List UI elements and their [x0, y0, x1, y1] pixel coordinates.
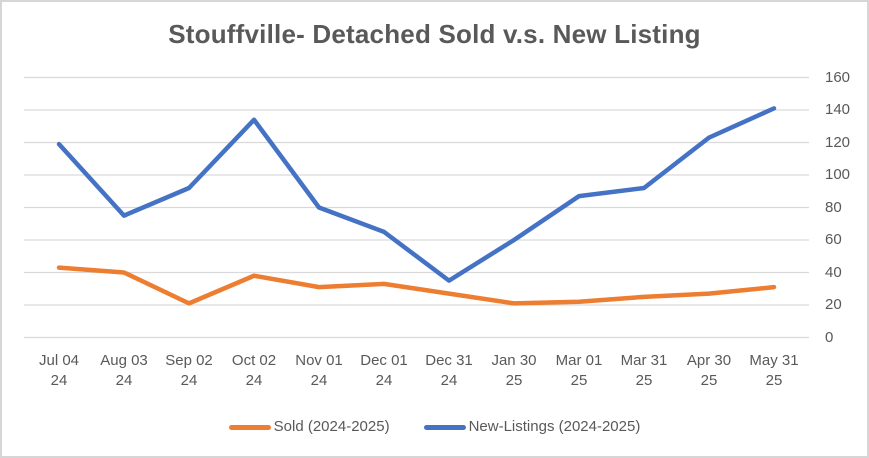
- y-tick-label-20: 20: [825, 296, 842, 313]
- x-tick-label-mar-01: Mar 01 25: [546, 351, 612, 391]
- x-tick-line2: 24: [115, 372, 133, 389]
- y-tick-label-140: 140: [825, 101, 851, 118]
- legend-label-new-listings-2024-2025: New-Listings (2024-2025): [468, 418, 641, 435]
- x-tick-line1: Mar 31: [620, 352, 668, 369]
- x-tick-label-aug-03: Aug 03 24: [91, 351, 157, 391]
- x-tick-line2: 25: [505, 372, 523, 389]
- legend-swatch-new-listings-2024-2025: [423, 424, 466, 430]
- x-tick-line2: 25: [635, 372, 653, 389]
- x-tick-label-nov-01: Nov 01 24: [286, 351, 352, 391]
- x-tick-label-may-31: May 31 25: [741, 351, 807, 391]
- x-tick-label-apr-30: Apr 30 25: [676, 351, 742, 391]
- y-tick-label-40: 40: [825, 263, 842, 281]
- x-tick-line2: 24: [180, 372, 198, 389]
- legend: Sold (2024-2025) New-Listings (2024-2025): [2, 416, 867, 438]
- y-tick-label-120: 120: [825, 133, 851, 151]
- y-tick-label-80: 80: [825, 198, 842, 216]
- series-line-new-listings-2024-2025: [56, 106, 777, 283]
- legend-item-sold-2024-2025: Sold (2024-2025): [228, 416, 390, 438]
- series-line-sold-2024-2025: [56, 265, 777, 306]
- x-tick-line1: Dec 01: [360, 352, 408, 369]
- x-tick-label-jan-30: Jan 30 25: [481, 351, 547, 391]
- x-tick-label-oct-02: Oct 02 24: [221, 351, 287, 391]
- x-tick-line2: 24: [50, 372, 68, 389]
- x-tick-line2: 24: [375, 372, 393, 389]
- legend-item-new-listings-2024-2025: New-Listings (2024-2025): [423, 416, 641, 438]
- y-tick-label-0: 0: [825, 328, 834, 346]
- x-tick-line2: 25: [700, 372, 718, 389]
- x-tick-label-dec-01: Dec 01 24: [351, 351, 417, 391]
- x-tick-line2: 24: [310, 372, 328, 389]
- legend-swatch-sold-2024-2025: [228, 424, 271, 430]
- x-tick-line2: 24: [440, 372, 458, 389]
- x-tick-line2: 25: [765, 372, 783, 389]
- x-tick-line1: Nov 01: [295, 352, 343, 369]
- legend-label-sold-2024-2025: Sold (2024-2025): [273, 418, 390, 435]
- x-tick-label-dec-31: Dec 31 24: [416, 351, 482, 391]
- x-tick-line1: Sep 02: [165, 352, 213, 369]
- x-tick-line1: Jul 04: [38, 352, 80, 369]
- x-tick-label-mar-31: Mar 31 25: [611, 351, 677, 391]
- x-tick-line1: May 31: [749, 352, 799, 369]
- x-tick-line2: 24: [245, 372, 263, 389]
- y-tick-label-160: 160: [825, 68, 851, 86]
- y-tick-label-60: 60: [825, 231, 842, 248]
- x-tick-line2: 25: [570, 372, 588, 389]
- x-tick-line1: Mar 01: [555, 352, 603, 369]
- y-tick-label-100: 100: [825, 166, 851, 183]
- x-tick-label-sep-02: Sep 02 24: [156, 351, 222, 391]
- x-tick-line1: Dec 31: [425, 352, 473, 369]
- chart-title: Stouffville- Detached Sold v.s. New List…: [168, 19, 701, 49]
- x-tick-line1: Aug 03: [100, 352, 148, 369]
- x-tick-line1: Apr 30: [686, 352, 732, 369]
- x-tick-line1: Jan 30: [491, 352, 537, 369]
- x-tick-line1: Oct 02: [231, 352, 277, 369]
- x-tick-label-jul-04: Jul 04 24: [26, 351, 92, 391]
